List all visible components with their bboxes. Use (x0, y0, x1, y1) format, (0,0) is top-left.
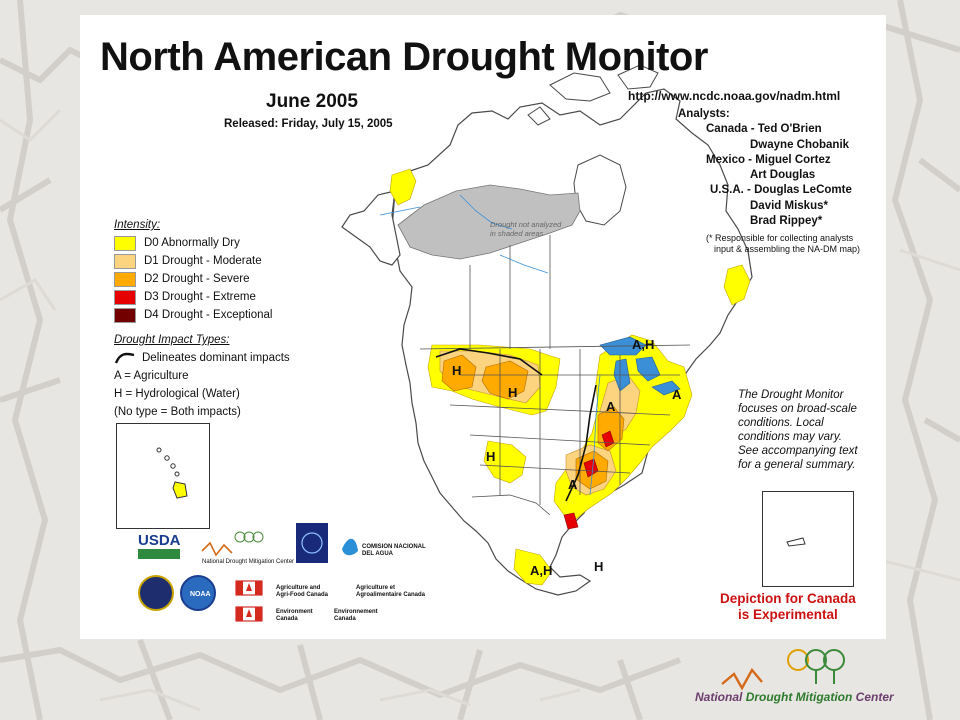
env-en-1: Environment (276, 609, 313, 615)
map-label-a-midwest: A (606, 399, 616, 414)
legend-header: Intensity: (114, 219, 161, 231)
legend-label-d4: D4 Drought - Exceptional (144, 309, 273, 321)
focus-note-line-2: focuses on broad-scale (738, 403, 857, 415)
usda-logo: USDA (138, 532, 181, 559)
map-label-h-mexico: H (594, 559, 603, 574)
analyst-usa-2: David Miskus* (750, 199, 828, 212)
focus-note-line-1: The Drought Monitor (738, 389, 844, 401)
map-label-a-south: A (568, 477, 578, 492)
ndmc-small-text: National Drought Mitigation Center (202, 559, 294, 565)
agr-en-1: Agriculture and (276, 585, 321, 591)
map-label-a-east: A (672, 387, 682, 402)
puerto-rico-inset (762, 491, 854, 587)
analysts-note-2: input & assembling the NA-DM map) (714, 244, 861, 255)
analyst-mexico-2: Art Douglas (750, 169, 816, 182)
experimental-notice: Depiction for Canada is Experimental (720, 591, 856, 623)
footer-center: Center (855, 690, 894, 704)
hawaii-islands (156, 447, 188, 499)
impact-line-icon (114, 352, 135, 364)
analysts-header: Analysts: (678, 108, 730, 120)
alaska (341, 190, 401, 266)
env-fr-1: Environnement (334, 609, 378, 615)
mexico-seal-icon (296, 523, 328, 563)
env-fr-2: Canada (334, 616, 356, 622)
focus-note-line-4: conditions may vary. (738, 431, 842, 443)
map-label-ah-northeast: A,H (632, 337, 654, 352)
release-date: Released: Friday, July 15, 2005 (224, 118, 393, 130)
agr-en-2: Agri-Food Canada (276, 592, 329, 598)
conagua-logo: COMISION NACIONAL DEL AGUA (342, 538, 426, 557)
doc-seal-icon (138, 575, 174, 611)
legend-item-d3: D3 Drought - Extreme (114, 288, 272, 306)
puerto-rico-island (786, 537, 806, 547)
agency-logos: USDA National Drought Mitigation Center … (138, 523, 426, 622)
legend-item-d2: D2 Drought - Severe (114, 270, 272, 288)
source-url: http://www.ncdc.noaa.gov/nadm.html (628, 89, 841, 103)
footer-national: National (695, 690, 743, 704)
env-en-2: Canada (276, 616, 298, 622)
canada-flag-icon-2 (235, 606, 263, 622)
impact-header: Drought Impact Types: (114, 334, 230, 346)
analyst-mexico-1: Mexico - Miguel Cortez (706, 153, 831, 166)
agr-fr-2: Agroalimentaire Canada (356, 592, 426, 598)
impact-a-def: A = Agriculture (114, 370, 189, 382)
ndmc-small-logo: National Drought Mitigation Center (201, 531, 294, 565)
noaa-text: NOAA (190, 591, 211, 598)
swatch-d0 (114, 235, 136, 251)
north-america-map: Drought not analyzed in shaded areas A,H… (341, 64, 753, 596)
analyst-canada-1: Canada - Ted O'Brien (706, 123, 822, 136)
drought-monitor-panel: Drought not analyzed in shaded areas A,H… (80, 15, 886, 639)
canada-flag-icon (235, 580, 263, 596)
legend-label-d3: D3 Drought - Extreme (144, 291, 256, 303)
impact-delineates: Delineates dominant impacts (142, 352, 290, 364)
map-label-h-plains: H (508, 385, 517, 400)
analyst-usa-1: U.S.A. - Douglas LeComte (710, 184, 852, 197)
analyst-usa-3: Brad Rippey* (750, 215, 823, 228)
focus-note-line-6: for a general summary. (738, 459, 856, 471)
legend-item-d4: D4 Drought - Exceptional (114, 306, 272, 324)
not-analyzed-region (397, 184, 581, 260)
agr-fr-1: Agriculture et (356, 585, 395, 591)
not-analyzed-note-1: Drought not analyzed (490, 220, 562, 229)
usda-logo-text: USDA (138, 532, 181, 549)
swatch-d4 (114, 307, 136, 323)
map-month: June 2005 (266, 91, 358, 112)
analysts-block: Analysts: Canada - Ted O'Brien Dwayne Ch… (668, 107, 860, 255)
footer-drought: Drought Mitigation (745, 690, 853, 704)
hawaii-inset (116, 423, 210, 529)
noaa-seal-icon (180, 575, 216, 611)
legend-item-d0: D0 Abnormally Dry (114, 234, 272, 252)
experimental-line-1: Depiction for Canada (720, 591, 856, 606)
not-analyzed-note-2: in shaded areas (490, 229, 544, 238)
swatch-d3 (114, 289, 136, 305)
impact-line-row: Delineates dominant impacts (114, 349, 290, 367)
legend-label-d0: D0 Abnormally Dry (144, 237, 240, 249)
impact-h-def: H = Hydrological (Water) (114, 388, 240, 400)
conagua-text-2: DEL AGUA (362, 551, 394, 557)
conagua-text-1: COMISION NACIONAL (362, 544, 426, 550)
swatch-d2 (114, 271, 136, 287)
ndmc-footer-text: National Drought Mitigation Center (695, 690, 894, 704)
impact-legend: Drought Impact Types: Delineates dominan… (114, 331, 290, 421)
swatch-d1 (114, 253, 136, 269)
analyst-canada-2: Dwayne Chobanik (750, 138, 850, 151)
legend-label-d1: D1 Drought - Moderate (144, 255, 262, 267)
legend-item-d1: D1 Drought - Moderate (114, 252, 272, 270)
legend-label-d2: D2 Drought - Severe (144, 273, 250, 285)
focus-note-line-5: See accompanying text (738, 445, 858, 457)
map-label-h-northwest: H (452, 363, 461, 378)
focus-note: The Drought Monitor focuses on broad-sca… (738, 388, 858, 472)
analysts-note-1: (* Responsible for collecting analysts (706, 233, 854, 244)
experimental-line-2: is Experimental (737, 607, 838, 622)
ndmc-footer-logo-mark (721, 649, 845, 691)
map-label-ah-mexico: A,H (530, 563, 552, 578)
impact-none: (No type = Both impacts) (114, 406, 241, 418)
map-label-h-southwest: H (486, 449, 495, 464)
page-title: North American Drought Monitor (100, 35, 708, 79)
intensity-legend: Intensity: D0 Abnormally Dry D1 Drought … (114, 219, 272, 324)
focus-note-line-3: conditions. Local (738, 417, 824, 429)
